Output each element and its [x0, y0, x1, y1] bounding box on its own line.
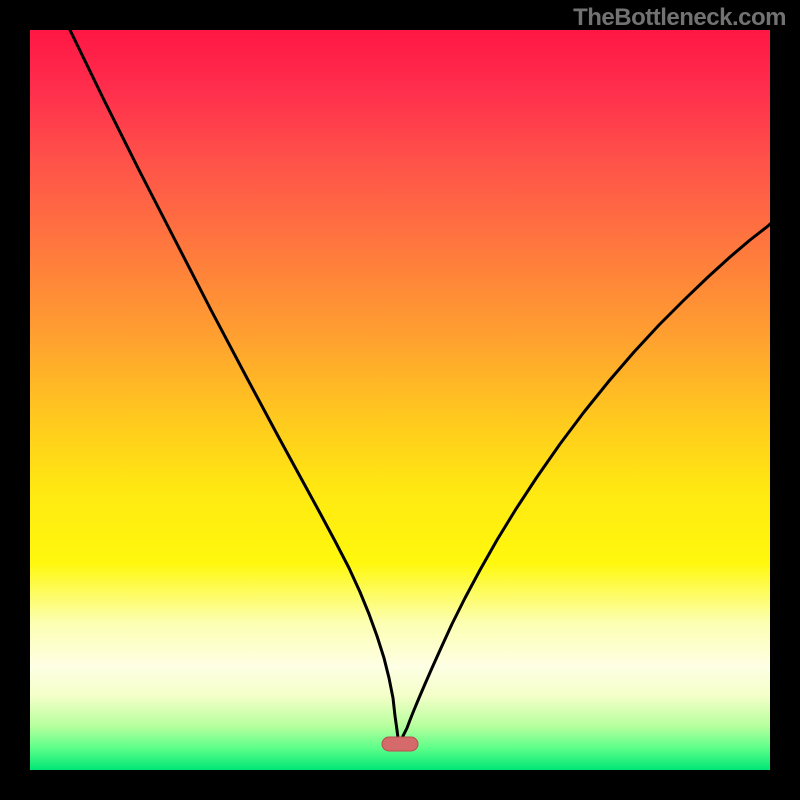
- bottleneck-chart: [0, 0, 800, 800]
- watermark-text: TheBottleneck.com: [573, 4, 786, 32]
- plot-background: [30, 30, 770, 770]
- valley-marker: [382, 737, 418, 751]
- chart-container: TheBottleneck.com: [0, 0, 800, 800]
